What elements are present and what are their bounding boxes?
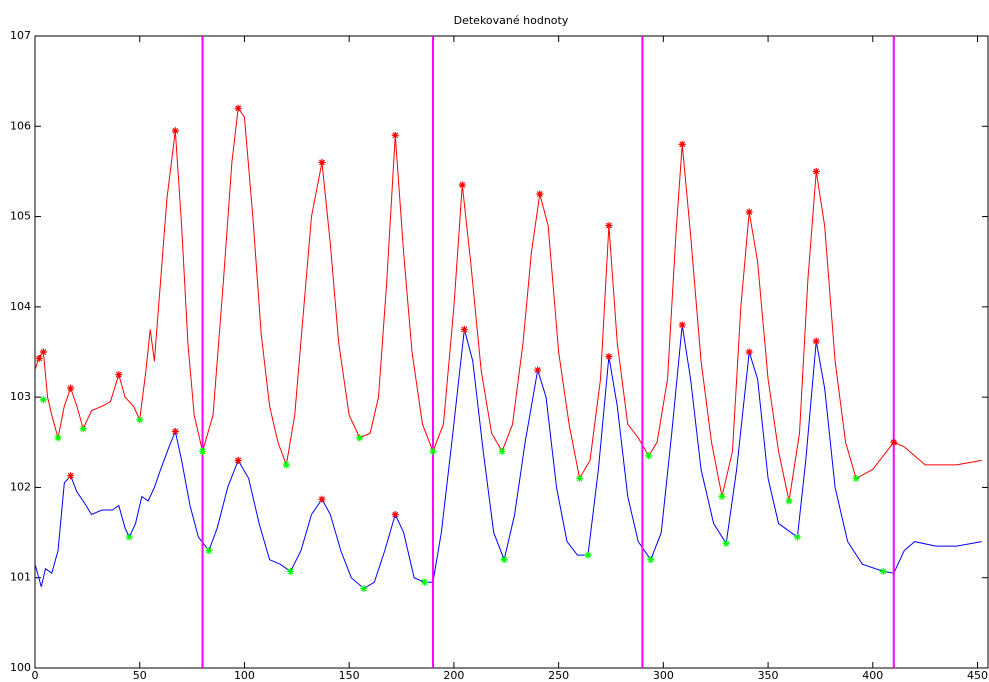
star-marker [360,585,368,593]
y-tick-label: 105 [10,210,31,223]
star-marker [356,434,364,442]
y-tick-label: 104 [10,300,31,313]
y-tick-label: 102 [10,480,31,493]
star-marker [318,158,326,166]
star-marker [879,567,887,575]
x-tick-label: 250 [548,669,569,682]
star-marker [584,551,592,559]
y-tick-label: 100 [10,661,31,674]
x-tick-label: 350 [758,669,779,682]
star-marker [39,348,47,356]
x-tick-label: 100 [234,669,255,682]
star-marker [793,533,801,541]
star-marker [536,190,544,198]
star-marker [67,384,75,392]
y-tick-label: 107 [10,29,31,42]
star-marker [645,452,653,460]
star-marker [852,474,860,482]
star-marker [605,353,613,361]
star-marker [722,539,730,547]
star-marker [812,167,820,175]
star-marker [391,131,399,139]
x-tick-label: 300 [653,669,674,682]
star-marker [67,472,75,480]
star-marker [199,447,207,455]
star-marker [745,208,753,216]
star-marker [136,416,144,424]
star-marker [115,371,123,379]
star-marker [287,567,295,575]
star-marker [458,181,466,189]
x-tick-label: 150 [339,669,360,682]
star-marker [205,547,213,555]
y-tick-label: 101 [10,571,31,584]
star-marker [498,447,506,455]
x-tick-label: 400 [862,669,883,682]
plot-area [34,35,989,669]
star-marker [421,578,429,586]
star-marker [35,354,43,362]
star-marker [429,447,437,455]
star-marker [678,140,686,148]
x-tick-label: 50 [133,669,147,682]
star-marker [605,222,613,230]
star-marker [718,492,726,500]
x-tick-label: 0 [32,669,39,682]
star-marker [534,366,542,374]
star-marker [678,321,686,329]
star-marker [460,325,468,333]
y-tick-label: 103 [10,390,31,403]
star-marker [54,434,62,442]
star-marker [125,533,133,541]
star-marker [171,427,179,435]
star-marker [39,396,47,404]
star-marker [234,456,242,464]
star-marker [234,104,242,112]
star-marker [500,556,508,564]
star-marker [890,438,898,446]
star-marker [812,337,820,345]
star-marker [785,497,793,505]
chart-title: Detekované hodnoty [454,14,569,27]
star-marker [745,348,753,356]
x-tick-label: 450 [967,669,988,682]
star-marker [647,556,655,564]
x-tick-label: 200 [443,669,464,682]
line [34,106,982,502]
star-marker [391,511,399,519]
y-tick-label: 106 [10,119,31,132]
star-marker [576,474,584,482]
star-marker [318,495,326,503]
star-marker [171,127,179,135]
star-marker [79,425,87,433]
star-marker [282,461,290,469]
